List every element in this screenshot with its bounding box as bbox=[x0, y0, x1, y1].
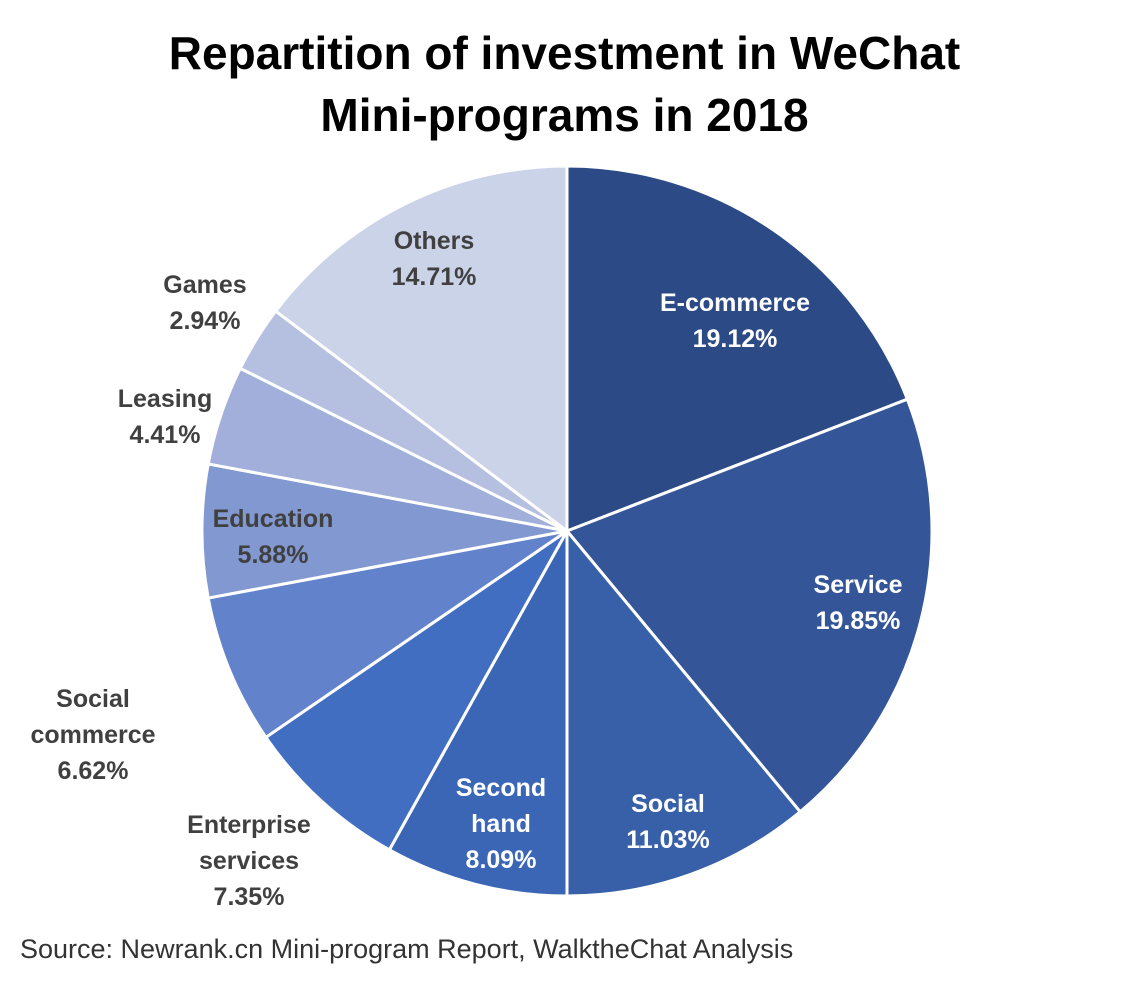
slice-label-social-commerce: Social commerce 6.62% bbox=[30, 685, 155, 785]
slice-label-service: Service 19.85% bbox=[814, 571, 903, 635]
slice-name-social: Social bbox=[631, 790, 705, 818]
slice-name-enterprise-services: Enterprise bbox=[187, 811, 311, 839]
slice-label-social: Social 11.03% bbox=[626, 790, 709, 854]
slice-name-education: Education bbox=[213, 505, 334, 533]
slice-label-second-hand: Second hand 8.09% bbox=[456, 774, 546, 874]
slice-value-others: 14.71% bbox=[392, 263, 477, 291]
slice-label-others: Others 14.71% bbox=[392, 227, 477, 291]
pie-slice-service bbox=[565, 397, 934, 814]
pie-slice-education bbox=[200, 462, 569, 600]
slice-value-leasing: 4.41% bbox=[130, 421, 201, 449]
slice-label-education: Education 5.88% bbox=[213, 505, 334, 569]
slice-name-second-hand: Second bbox=[456, 774, 546, 802]
pie-slice-others bbox=[274, 164, 569, 533]
slice-label-leasing: Leasing 4.41% bbox=[118, 385, 212, 449]
slice-name-second-hand: hand bbox=[471, 810, 531, 838]
slice-value-education: 5.88% bbox=[238, 541, 309, 569]
source-note: Source: Newrank.cn Mini-program Report, … bbox=[20, 934, 794, 964]
slice-value-enterprise-services: 7.35% bbox=[214, 883, 285, 911]
slice-value-service: 19.85% bbox=[816, 607, 901, 635]
slice-name-social-commerce: Social bbox=[56, 685, 130, 713]
slice-name-others: Others bbox=[394, 227, 475, 255]
pie-slice-e-commerce bbox=[565, 164, 909, 533]
slice-label-enterprise-services: Enterprise services 7.35% bbox=[187, 811, 311, 911]
slice-value-second-hand: 8.09% bbox=[466, 846, 537, 874]
pie-slices bbox=[200, 164, 934, 898]
slice-name-service: Service bbox=[814, 571, 903, 599]
slice-name-enterprise-services: services bbox=[199, 847, 299, 875]
chart-title: Repartition of investment in WeChat Mini… bbox=[0, 22, 1129, 146]
slice-label-games: Games 2.94% bbox=[163, 271, 246, 335]
slice-value-social: 11.03% bbox=[626, 826, 709, 854]
slice-value-social-commerce: 6.62% bbox=[58, 757, 129, 785]
slice-name-leasing: Leasing bbox=[118, 385, 212, 413]
chart-title-line-2: Mini-programs in 2018 bbox=[320, 89, 809, 141]
slice-name-social-commerce: commerce bbox=[30, 721, 155, 749]
pie-labels: E-commerce 19.12% Service 19.85% Social 11.03… bbox=[30, 227, 902, 911]
pie-slice-second-hand bbox=[387, 529, 569, 898]
pie-slice-social bbox=[565, 529, 802, 898]
chart-title-line-1: Repartition of investment in WeChat bbox=[168, 27, 961, 79]
slice-value-games: 2.94% bbox=[170, 307, 241, 335]
slice-label-e-commerce: E-commerce 19.12% bbox=[660, 289, 810, 353]
slice-name-games: Games bbox=[163, 271, 246, 299]
slice-value-e-commerce: 19.12% bbox=[693, 325, 778, 353]
pie-slice-enterprise-services bbox=[264, 529, 569, 852]
slice-name-e-commerce: E-commerce bbox=[660, 289, 810, 317]
